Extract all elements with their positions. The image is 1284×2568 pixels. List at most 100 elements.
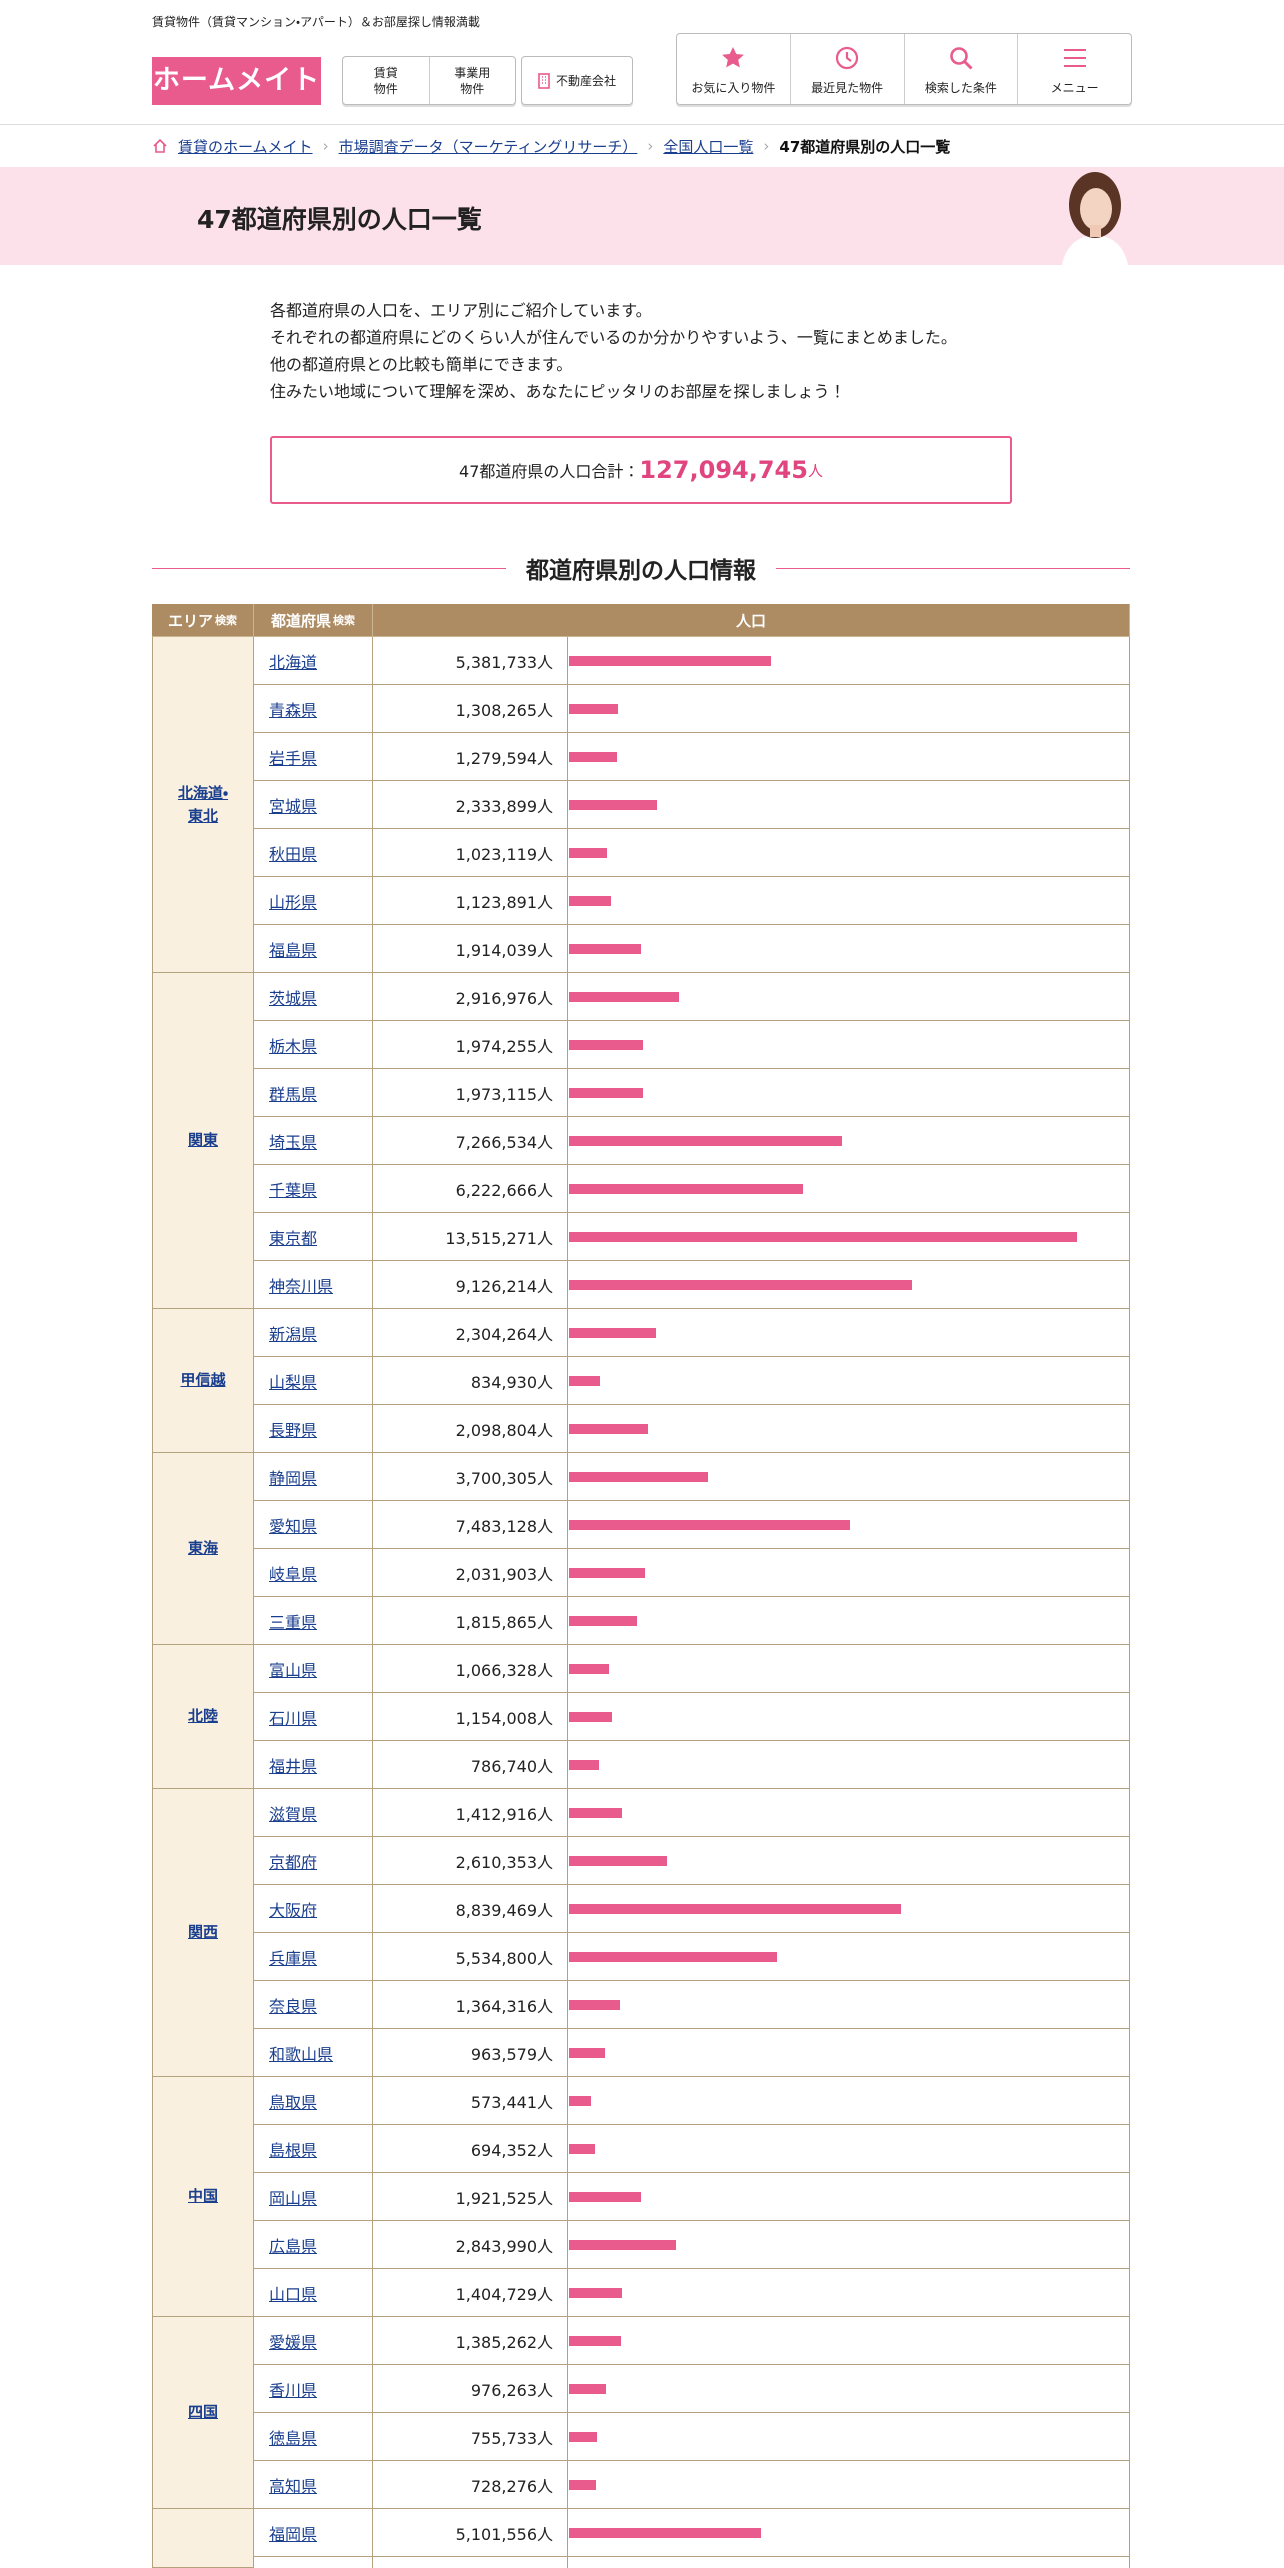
logo[interactable]: ホームメイト — [152, 57, 321, 105]
nav-button[interactable]: メニュー — [1018, 34, 1131, 104]
section-title: 都道府県別の人口情報 — [526, 558, 756, 584]
population-label: 963,579人 — [470, 2044, 553, 2064]
population-cell: 1,974,255人 — [373, 1021, 568, 1069]
breadcrumb-link[interactable]: 賃貸のホームメイト — [178, 137, 313, 156]
prefecture-link[interactable]: 山形県 — [269, 892, 318, 912]
nav-label: 物件 — [460, 81, 485, 96]
prefecture-link[interactable]: 福岡県 — [269, 2524, 318, 2544]
prefecture-link[interactable]: 三重県 — [269, 1612, 318, 1632]
prefecture-link[interactable]: 千葉県 — [269, 1180, 318, 1200]
prefecture-link[interactable]: 滋賀県 — [269, 1804, 318, 1824]
prefecture-link[interactable]: 東京都 — [269, 1228, 318, 1248]
prefecture-link[interactable]: 奈良県 — [269, 1996, 318, 2016]
prefecture-link[interactable]: 岡山県 — [269, 2188, 318, 2208]
prefecture-link[interactable]: 愛知県 — [269, 1516, 318, 1536]
population-label: 786,740人 — [470, 1756, 553, 1776]
prefecture-link[interactable]: 富山県 — [269, 1660, 318, 1680]
bar-cell — [568, 781, 1130, 829]
prefecture-link[interactable]: 北海道 — [269, 652, 318, 672]
population-label: 6,222,666人 — [455, 1180, 553, 1200]
bar-cell — [568, 925, 1130, 973]
area-line: 東北 — [187, 806, 218, 825]
nav-button[interactable]: 賃貸 物件 — [343, 57, 430, 104]
prefecture-link[interactable]: 石川県 — [269, 1708, 318, 1728]
area-link[interactable]: 甲信越 — [180, 1369, 225, 1392]
population-bar — [569, 2192, 642, 2202]
prefecture-link[interactable]: 大阪府 — [269, 1900, 318, 1920]
population-label: 1,123,891人 — [455, 892, 553, 912]
prefecture-link[interactable]: 島根県 — [269, 2140, 318, 2160]
prefecture-link[interactable]: 福島県 — [269, 940, 318, 960]
population-label: 1,914,039人 — [455, 940, 553, 960]
area-link[interactable]: 東海 — [188, 1537, 218, 1560]
prefecture-link[interactable]: 愛媛県 — [269, 2332, 318, 2352]
population-bar — [569, 1904, 902, 1914]
population-cell: 694,352人 — [373, 2125, 568, 2173]
breadcrumb-current: 47都道府県別の人口一覧 — [779, 137, 951, 156]
breadcrumb-link[interactable]: 市場調査データ（マーケティングリサーチ） — [338, 137, 638, 156]
prefecture-link[interactable]: 和歌山県 — [269, 2044, 334, 2064]
agency-button[interactable]: 不動産会社 — [521, 56, 633, 105]
area-link[interactable]: 関西 — [188, 1921, 218, 1944]
prefecture-link[interactable]: 福井県 — [269, 1756, 318, 1776]
nav-label: 事業用 — [454, 65, 491, 80]
prefecture-cell: 山口県 — [254, 2269, 373, 2317]
prefecture-link[interactable]: 栃木県 — [269, 1036, 318, 1056]
prefecture-link[interactable]: 山口県 — [269, 2284, 318, 2304]
population-bar — [569, 2000, 621, 2010]
population-label: 1,815,865人 — [455, 1612, 553, 1632]
prefecture-link[interactable]: 山梨県 — [269, 1372, 318, 1392]
prefecture-link[interactable]: 新潟県 — [269, 1324, 318, 1344]
population-cell: 834,930人 — [373, 1357, 568, 1405]
area-cell: 北海道・ 東北 — [152, 637, 254, 973]
prefecture-cell: 広島県 — [254, 2221, 373, 2269]
prefecture-link[interactable]: 京都府 — [269, 1852, 318, 1872]
prefecture-link[interactable]: 秋田県 — [269, 844, 318, 864]
prefecture-link[interactable]: 鳥取県 — [269, 2092, 318, 2112]
population-label: 1,279,594人 — [455, 748, 553, 768]
prefecture-link[interactable]: 徳島県 — [269, 2428, 318, 2448]
area-link[interactable]: 北海道・ 東北 — [178, 782, 228, 828]
prefecture-cell: 滋賀県 — [254, 1789, 373, 1837]
bar-cell — [568, 1453, 1130, 1501]
prefecture-link[interactable]: 茨城県 — [269, 988, 318, 1008]
population-cell: 2,304,264人 — [373, 1309, 568, 1357]
total-value: 127,094,745 — [639, 456, 808, 484]
prefecture-link[interactable]: 静岡県 — [269, 1468, 318, 1488]
prefecture-link[interactable]: 群馬県 — [269, 1084, 318, 1104]
breadcrumb-link[interactable]: 全国人口一覧 — [663, 137, 754, 156]
population-label: 1,404,729人 — [455, 2284, 553, 2304]
prefecture-link[interactable]: 埼玉県 — [269, 1132, 318, 1152]
population-bar — [569, 1952, 778, 1962]
nav-button[interactable]: お気に入り物件 — [677, 34, 791, 104]
prefecture-cell: 埼玉県 — [254, 1117, 373, 1165]
nav-button[interactable]: 検索した条件 — [905, 34, 1019, 104]
nav-button[interactable]: 最近見た物件 — [791, 34, 905, 104]
prefecture-link[interactable]: 宮城県 — [269, 796, 318, 816]
prefecture-link[interactable]: 岩手県 — [269, 748, 318, 768]
prefecture-link[interactable]: 兵庫県 — [269, 1948, 318, 1968]
prefecture-link[interactable]: 香川県 — [269, 2380, 318, 2400]
population-bar — [569, 1376, 601, 1386]
area-link[interactable]: 関東 — [188, 1129, 218, 1152]
prefecture-link[interactable]: 広島県 — [269, 2236, 318, 2256]
tagline: 賃貸物件（賃貸マンション・アパート）＆お部屋探し情報満載 — [152, 15, 480, 29]
prefecture-link[interactable]: 神奈川県 — [269, 1276, 334, 1296]
population-bar — [569, 1184, 803, 1194]
prefecture-cell: 富山県 — [254, 1645, 373, 1693]
population-bar — [569, 704, 619, 714]
nav-button[interactable]: 事業用 物件 — [430, 57, 516, 104]
area-link[interactable]: 中国 — [188, 2185, 218, 2208]
prefecture-link[interactable]: 長野県 — [269, 1420, 318, 1440]
bar-cell — [568, 1549, 1130, 1597]
area-link[interactable]: 四国 — [188, 2401, 218, 2424]
prefecture-link[interactable]: 岐阜県 — [269, 1564, 318, 1584]
bar-cell — [568, 2365, 1130, 2413]
bar-cell — [568, 2509, 1130, 2557]
prefecture-link[interactable]: 高知県 — [269, 2476, 318, 2496]
separator: › — [647, 137, 654, 155]
population-bar — [569, 1424, 648, 1434]
area-link[interactable]: 北陸 — [188, 1705, 218, 1728]
empty-cell — [568, 2557, 1130, 2568]
prefecture-link[interactable]: 青森県 — [269, 700, 318, 720]
